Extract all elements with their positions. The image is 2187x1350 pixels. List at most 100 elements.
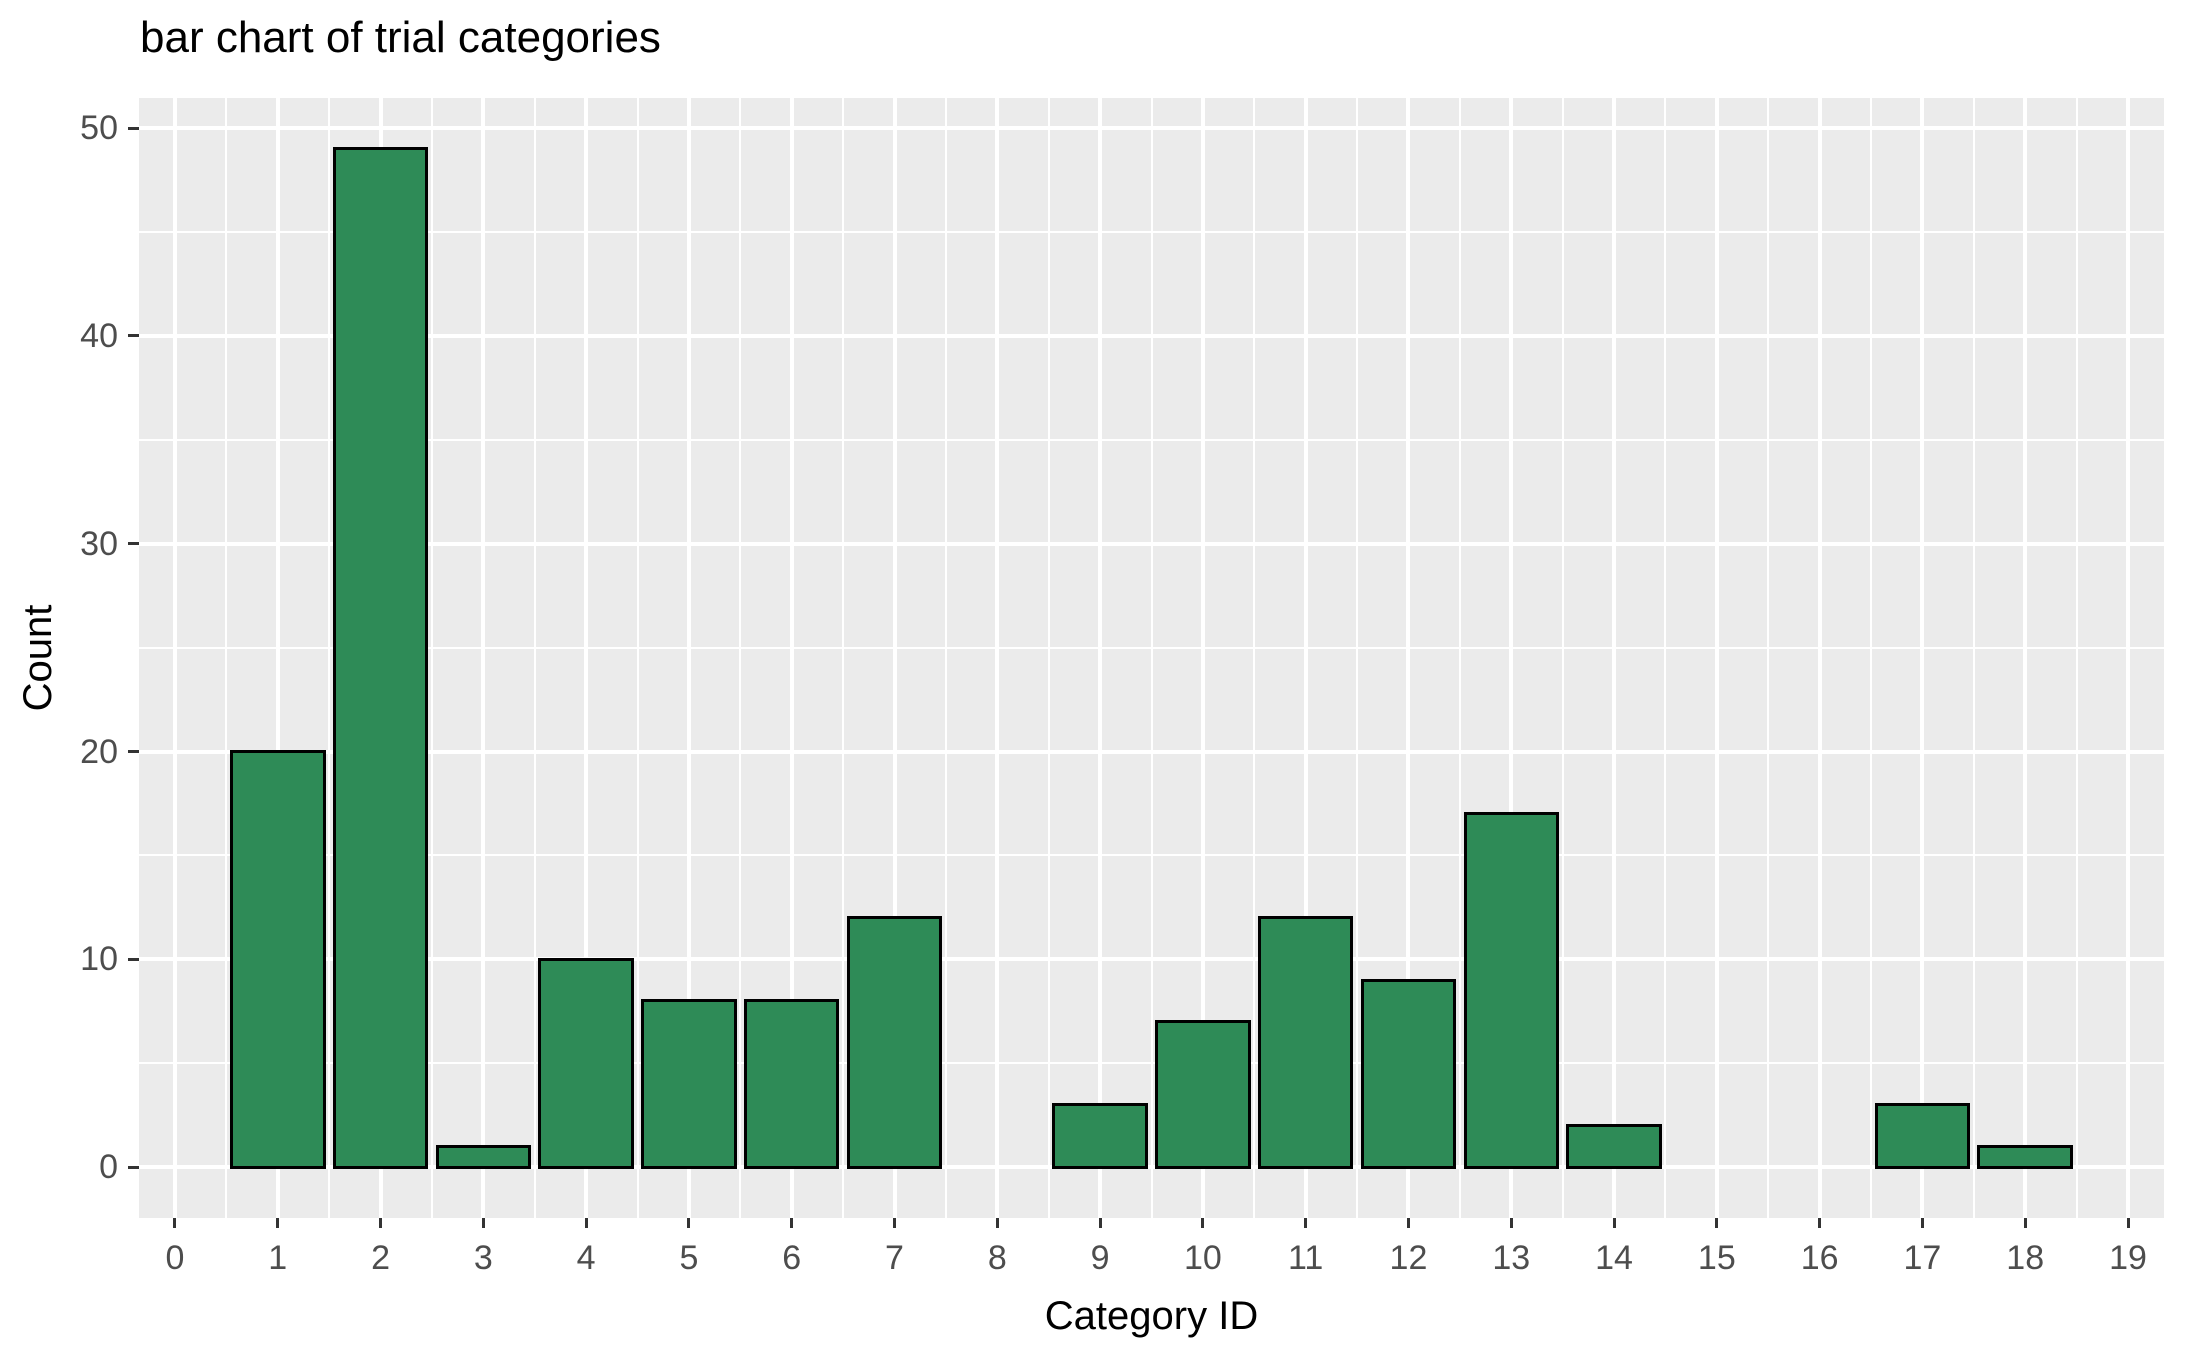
minor-gridline-vertical — [328, 98, 331, 1218]
y-axis-tick-label: 30 — [80, 524, 118, 563]
x-axis-tick-label: 13 — [1492, 1239, 1531, 1277]
x-axis-tick-mark — [481, 1218, 485, 1228]
x-axis-tick-label: 3 — [473, 1239, 493, 1277]
bar-category-1 — [230, 750, 326, 1169]
minor-gridline-vertical — [1767, 98, 1770, 1218]
x-axis-tick-label: 7 — [885, 1239, 904, 1277]
bar-category-2 — [332, 147, 429, 1169]
x-axis-tick-mark — [173, 1218, 177, 1228]
bar-category-11 — [1257, 916, 1354, 1169]
x-axis-tick-mark — [1612, 1218, 1616, 1228]
major-gridline-horizontal — [139, 1165, 2164, 1170]
y-axis-tick-mark — [128, 1165, 139, 1169]
x-axis-tick-mark — [1406, 1218, 1410, 1228]
x-axis-tick-label: 5 — [679, 1239, 699, 1277]
major-gridline-horizontal — [139, 126, 2164, 131]
x-axis-tick-mark — [1509, 1218, 1513, 1228]
y-axis-tick-mark — [128, 957, 139, 961]
minor-gridline-vertical — [1561, 98, 1564, 1218]
x-axis-tick-mark — [790, 1218, 794, 1228]
minor-gridline-vertical — [1047, 98, 1050, 1218]
x-axis-tick-label: 8 — [987, 1239, 1007, 1277]
minor-gridline-vertical — [1870, 98, 1873, 1218]
bar-category-9 — [1052, 1103, 1148, 1169]
y-axis-tick-label: 40 — [80, 316, 118, 355]
x-axis-tick-label: 17 — [1903, 1239, 1942, 1277]
major-gridline-vertical — [584, 98, 589, 1218]
minor-gridline-vertical — [225, 98, 228, 1218]
bar-category-10 — [1155, 1020, 1251, 1169]
x-axis-tick-label: 19 — [2109, 1239, 2147, 1277]
x-axis-tick-label: 15 — [1697, 1239, 1736, 1277]
major-gridline-horizontal — [139, 541, 2164, 546]
minor-gridline-horizontal — [139, 646, 2164, 649]
y-axis-tick-label: 10 — [80, 940, 118, 979]
x-axis-tick-mark — [687, 1218, 691, 1228]
x-axis-tick-label: 14 — [1595, 1239, 1633, 1277]
major-gridline-vertical — [892, 98, 897, 1218]
bar-category-17 — [1874, 1103, 1971, 1169]
x-axis-tick-label: 0 — [165, 1239, 185, 1277]
minor-gridline-horizontal — [139, 854, 2164, 857]
x-axis-tick-label: 10 — [1183, 1239, 1222, 1277]
minor-gridline-vertical — [842, 98, 845, 1218]
x-axis-tick-mark — [379, 1218, 383, 1228]
minor-gridline-vertical — [430, 98, 433, 1218]
x-axis-tick-mark — [1098, 1218, 1102, 1228]
minor-gridline-vertical — [1458, 98, 1461, 1218]
x-axis-tick-mark — [1920, 1218, 1924, 1228]
major-gridline-vertical — [1920, 98, 1925, 1218]
major-gridline-vertical — [1509, 98, 1514, 1218]
x-axis-tick-mark — [276, 1218, 280, 1228]
major-gridline-vertical — [1406, 98, 1411, 1218]
minor-gridline-vertical — [1972, 98, 1975, 1218]
bar-category-6 — [743, 999, 840, 1169]
bar-category-18 — [1977, 1144, 2073, 1169]
x-axis-tick-mark — [893, 1218, 897, 1228]
y-axis-tick-label: 20 — [80, 732, 118, 771]
y-axis-tick-label: 50 — [80, 109, 118, 148]
major-gridline-vertical — [1098, 98, 1103, 1218]
x-axis-tick-label: 4 — [576, 1239, 596, 1277]
minor-gridline-horizontal — [139, 438, 2164, 441]
x-axis-tick-label: 9 — [1090, 1239, 1110, 1277]
bar-category-4 — [538, 957, 634, 1169]
bar-category-7 — [846, 916, 943, 1169]
x-axis-tick-label: 11 — [1288, 1239, 1324, 1277]
x-axis-tick-label: 18 — [2006, 1239, 2045, 1277]
x-axis-tick-label: 6 — [782, 1239, 802, 1277]
major-gridline-horizontal — [139, 749, 2164, 754]
major-gridline-vertical — [275, 98, 280, 1218]
minor-gridline-horizontal — [139, 1062, 2164, 1065]
y-axis-tick-mark — [128, 126, 139, 130]
minor-gridline-vertical — [1150, 98, 1153, 1218]
x-axis-tick-mark — [1715, 1218, 1719, 1228]
major-gridline-horizontal — [139, 957, 2164, 962]
y-axis-tick-mark — [128, 334, 139, 338]
x-axis-tick-mark — [1201, 1218, 1205, 1228]
bar-category-14 — [1566, 1124, 1662, 1169]
y-axis-tick-mark — [128, 542, 139, 546]
major-gridline-vertical — [481, 98, 486, 1218]
major-gridline-vertical — [1200, 98, 1205, 1218]
major-gridline-vertical — [1612, 98, 1617, 1218]
major-gridline-vertical — [686, 98, 691, 1218]
major-gridline-vertical — [1303, 98, 1308, 1218]
x-axis-title: Category ID — [1044, 1294, 1259, 1338]
minor-gridline-vertical — [636, 98, 639, 1218]
bar-category-3 — [435, 1144, 532, 1169]
minor-gridline-vertical — [1664, 98, 1667, 1218]
x-axis-tick-mark — [995, 1218, 999, 1228]
major-gridline-vertical — [789, 98, 794, 1218]
x-axis-tick-mark — [584, 1218, 588, 1228]
major-gridline-vertical — [2023, 98, 2028, 1218]
minor-gridline-vertical — [1356, 98, 1359, 1218]
x-axis-tick-label: 1 — [268, 1239, 288, 1277]
major-gridline-vertical — [1714, 98, 1719, 1218]
x-axis-tick-mark — [2023, 1218, 2027, 1228]
minor-gridline-vertical — [533, 98, 536, 1218]
bar-category-12 — [1360, 978, 1457, 1169]
chart-title: bar chart of trial categories — [140, 13, 661, 62]
major-gridline-horizontal — [139, 333, 2164, 338]
